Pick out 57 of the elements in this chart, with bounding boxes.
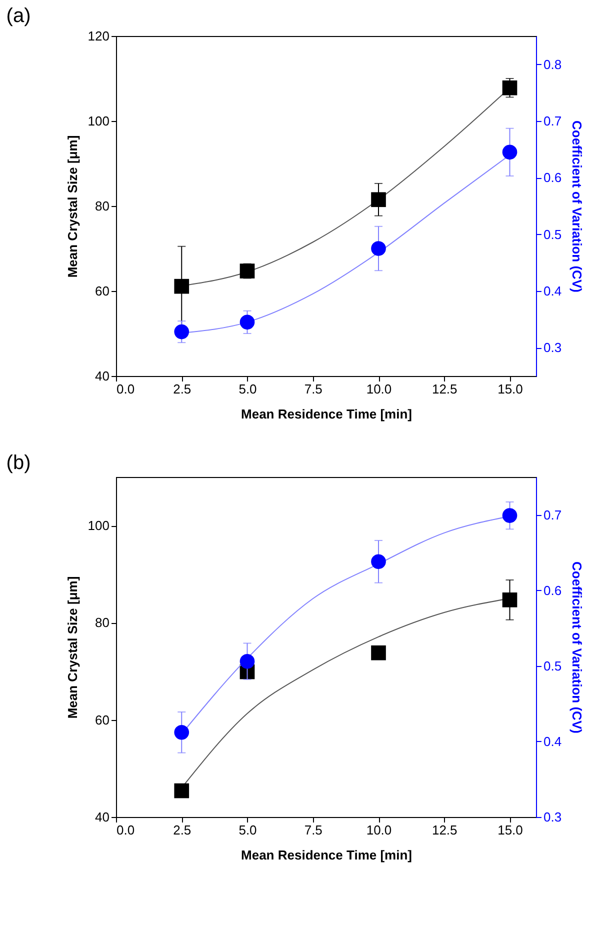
- y2-tick-label: 0.7: [544, 507, 562, 522]
- x-tick-label: 15.0: [498, 822, 523, 838]
- x-tick-label: 7.5: [304, 382, 322, 396]
- x-axis-title: Mean Residence Time [min]: [241, 848, 412, 862]
- point: [174, 278, 190, 294]
- point: [240, 314, 255, 330]
- y-tick-label: 80: [95, 615, 110, 630]
- x-tick-label: 0.0: [116, 822, 135, 838]
- y2-tick-label: 0.3: [544, 340, 562, 356]
- x-tick-label: 5.0: [238, 822, 257, 838]
- x-tick-label: 2.5: [173, 822, 192, 838]
- y-tick-label: 100: [88, 114, 110, 128]
- point: [240, 654, 255, 669]
- chart-title: (a): [6, 5, 31, 27]
- y-tick-label: 60: [95, 712, 110, 728]
- y2-tick-label: 0.6: [544, 582, 562, 598]
- y2-tick-label: 0.5: [544, 226, 562, 242]
- point: [502, 508, 518, 523]
- point: [174, 724, 190, 740]
- x-tick-label: 5.0: [238, 382, 257, 396]
- point: [371, 241, 386, 256]
- y2-tick-label: 0.3: [544, 810, 562, 824]
- point: [502, 144, 518, 160]
- x-tick-label: 0.0: [116, 382, 135, 396]
- point: [502, 80, 518, 96]
- x-tick-label: 15.0: [498, 382, 523, 396]
- point: [174, 324, 190, 340]
- y2-axis-title: Coefficient of Variation (CV): [570, 120, 585, 292]
- point: [371, 645, 386, 660]
- y2-tick-label: 0.4: [544, 284, 562, 298]
- y2-tick-label: 0.8: [544, 56, 562, 72]
- y2-tick-label: 0.5: [544, 658, 562, 674]
- x-tick-label: 12.5: [432, 822, 458, 838]
- y2-tick-label: 0.6: [544, 170, 562, 186]
- y-tick-label: 60: [95, 284, 110, 298]
- y-tick-label: 40: [95, 810, 110, 824]
- x-axis-title: Mean Residence Time [min]: [241, 406, 412, 422]
- y-tick-label: 120: [88, 28, 110, 44]
- chart-title: (b): [6, 452, 31, 474]
- y2-tick-label: 0.4: [544, 734, 562, 749]
- point: [371, 554, 386, 570]
- point: [174, 783, 190, 798]
- y-axis-title: Mean Crystal Size [μm]: [64, 576, 80, 719]
- point: [502, 592, 518, 608]
- x-tick-label: 2.5: [173, 382, 192, 396]
- y2-axis-title: Coefficient of Variation (CV): [570, 562, 585, 734]
- x-tick-label: 10.0: [366, 382, 392, 396]
- x-tick-label: 10.0: [366, 822, 392, 838]
- x-tick-label: 7.5: [304, 822, 322, 838]
- y2-tick-label: 0.7: [544, 114, 562, 128]
- point: [371, 192, 386, 208]
- y-tick-label: 80: [95, 198, 110, 214]
- y-tick-label: 100: [88, 518, 110, 534]
- point: [240, 264, 255, 278]
- y-tick-label: 40: [95, 368, 110, 384]
- y-axis-title: Mean Crystal Size [μm]: [64, 135, 80, 278]
- x-tick-label: 12.5: [432, 382, 458, 396]
